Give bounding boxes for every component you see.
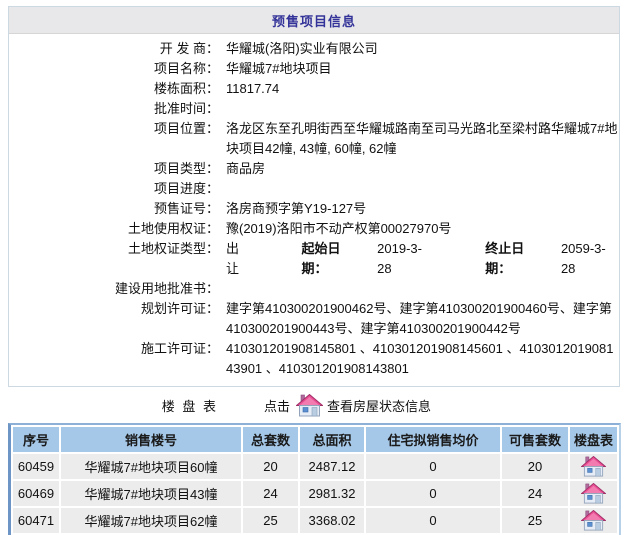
page-title: 预售项目信息 [9, 7, 619, 34]
cell: 华耀城7#地块项目60幢 [61, 454, 241, 479]
form-row: 施工许可证： 410301201908145801 、4103012019081… [9, 339, 619, 379]
field-label: 项目类型： [153, 161, 219, 176]
field-value: 豫(2019)洛阳市不动产权第00027970号 [226, 221, 452, 236]
sales-table-header-row: 序号 销售楼号 总套数 总面积 住宅拟销售均价 可售套数 楼盘表 [13, 427, 617, 452]
cell: 20 [243, 454, 298, 479]
form-row: 楼栋面积： 11817.74 [9, 79, 619, 99]
cell: 60469 [13, 481, 59, 506]
form-row: 项目类型： 商品房 [9, 159, 619, 179]
form-row: 项目位置： 洛龙区东至孔明街西至华耀城路南至司马光路北至梁村路华耀城7#地块项目… [9, 119, 619, 159]
field-label: 预售证号： [153, 201, 219, 216]
view-status-text: 查看房屋状态信息 [327, 398, 432, 414]
building-table-bar: 楼 盘 表 点击 查看房屋状态信息 [8, 387, 620, 423]
form-rows: 开 发 商： 华耀城(洛阳)实业有限公司 项目名称： 华耀城7#地块项目 楼栋面… [9, 39, 619, 379]
field-value: 洛龙区东至孔明街西至华耀城路南至司马光路北至梁村路华耀城7#地块项目42幢, 4… [226, 121, 618, 156]
field-value: 华耀城7#地块项目 [226, 61, 332, 76]
cell: 华耀城7#地块项目62幢 [61, 508, 241, 533]
cell: 25 [243, 508, 298, 533]
col-header-avg-price: 住宅拟销售均价 [366, 427, 500, 452]
project-info-form: 开 发 商： 华耀城(洛阳)实业有限公司 项目名称： 华耀城7#地块项目 楼栋面… [9, 34, 619, 386]
inline-date-label: 起始日期： [301, 241, 341, 276]
field-value: 11817.74 [226, 81, 280, 96]
form-row: 项目名称： 华耀城7#地块项目 [9, 59, 619, 79]
cell: 24 [243, 481, 298, 506]
field-value: 洛房商预字第Y19-127号 [226, 201, 367, 216]
cell: 3368.02 [300, 508, 364, 533]
field-label: 楼栋面积： [153, 81, 219, 96]
field-label: 土地权证类型： [127, 241, 219, 256]
field-value: 华耀城(洛阳)实业有限公司 [226, 41, 378, 56]
cell: 60459 [13, 454, 59, 479]
table-row: 60459 华耀城7#地块项目60幢 20 2487.12 0 20 [13, 454, 617, 479]
cell: 0 [366, 481, 500, 506]
cell: 24 [502, 481, 568, 506]
col-header-serial: 序号 [13, 427, 59, 452]
sales-table-body: 60459 华耀城7#地块项目60幢 20 2487.12 0 20 60469… [13, 454, 617, 535]
row-house-icon-cell[interactable] [570, 508, 617, 533]
form-row: 预售证号： 洛房商预字第Y19-127号 [9, 199, 619, 219]
form-row: 土地使用权证： 豫(2019)洛阳市不动产权第00027970号 [9, 219, 619, 239]
form-row: 批准时间： [9, 99, 619, 119]
field-label: 施工许可证： [140, 341, 219, 356]
row-house-icon-cell[interactable] [570, 454, 617, 479]
field-label: 建设用地批准书： [114, 281, 219, 296]
cell: 60471 [13, 508, 59, 533]
cell: 25 [502, 508, 568, 533]
form-row: 开 发 商： 华耀城(洛阳)实业有限公司 [9, 39, 619, 59]
house-icon[interactable] [296, 393, 324, 417]
inline-date-label: 终止日期： [485, 241, 525, 276]
building-table-label: 楼 盘 表 [161, 398, 218, 414]
col-header-building-table: 楼盘表 [570, 427, 617, 452]
cell: 0 [366, 508, 500, 533]
field-value: 410301201908145801 、410301201908145601 、… [226, 341, 614, 376]
col-header-total-units: 总套数 [243, 427, 298, 452]
cell: 2487.12 [300, 454, 364, 479]
cell: 0 [366, 454, 500, 479]
field-label: 项目名称： [153, 61, 219, 76]
col-header-building: 销售楼号 [61, 427, 241, 452]
field-value: 出让 [226, 241, 240, 276]
field-value: 商品房 [226, 161, 266, 176]
form-row: 规划许可证： 建字第410300201900462号、建字第4103002019… [9, 299, 619, 339]
field-label: 批准时间： [153, 101, 219, 116]
inline-date-value: 2059-3-28 [560, 241, 606, 276]
form-row: 土地权证类型： 出让 起始日期： 2019-3-28 终止日期： 2059-3-28 [9, 239, 619, 279]
col-header-total-area: 总面积 [300, 427, 364, 452]
col-header-available-units: 可售套数 [502, 427, 568, 452]
field-label: 项目位置： [153, 121, 219, 136]
field-label: 开 发 商： [159, 41, 219, 56]
cell: 20 [502, 454, 568, 479]
info-panel: 预售项目信息 开 发 商： 华耀城(洛阳)实业有限公司 项目名称： 华耀城7#地… [8, 6, 620, 387]
inline-date-value: 2019-3-28 [377, 241, 422, 276]
row-house-icon-cell[interactable] [570, 481, 617, 506]
field-label: 土地使用权证： [127, 221, 219, 236]
form-row: 项目进度： [9, 179, 619, 199]
form-row: 建设用地批准书： [9, 279, 619, 299]
table-row: 60469 华耀城7#地块项目43幢 24 2981.32 0 24 [13, 481, 617, 506]
table-row: 60471 华耀城7#地块项目62幢 25 3368.02 0 25 [13, 508, 617, 533]
cell: 华耀城7#地块项目43幢 [61, 481, 241, 506]
field-label: 规划许可证： [140, 301, 219, 316]
field-value: 建字第410300201900462号、建字第410300201900460号、… [226, 301, 612, 336]
click-hint-text: 点击 [264, 398, 291, 414]
cell: 2981.32 [300, 481, 364, 506]
sales-table: 序号 销售楼号 总套数 总面积 住宅拟销售均价 可售套数 楼盘表 60459 华… [8, 423, 621, 535]
field-label: 项目进度： [153, 181, 219, 196]
